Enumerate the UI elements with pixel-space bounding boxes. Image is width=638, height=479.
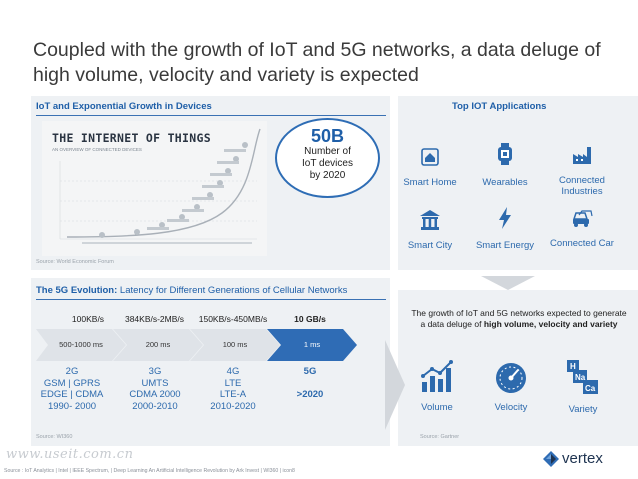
- gen-tech-2: CDMA 2000: [129, 389, 181, 400]
- chevron-shape: [36, 329, 126, 361]
- app-connected-industries: Connected Industries: [543, 144, 621, 197]
- evolution-panel: [31, 278, 390, 446]
- app-label: Connected Industries: [559, 175, 605, 197]
- app-label: Smart Energy: [475, 240, 535, 251]
- data-deluge-text: The growth of IoT and 5G networks expect…: [408, 308, 630, 330]
- evolution-heading: The 5G Evolution: Latency for Different …: [36, 285, 347, 296]
- chevron-shape: [113, 329, 203, 361]
- variety-symbol-h: H: [570, 362, 576, 371]
- iot-growth-source: Source: World Economic Forum: [36, 259, 114, 265]
- wearables-icon: [498, 143, 512, 165]
- iot-growth-rule: [36, 115, 386, 116]
- smart-energy-icon: [499, 207, 511, 229]
- latency-chevron-2g: 500-1000 ms: [36, 329, 126, 361]
- velocity-icon: [496, 363, 526, 393]
- gen-name: 4G: [226, 366, 240, 377]
- latency-chevron-4g: 100 ms: [190, 329, 280, 361]
- generation-4g: 4G LTE LTE-A 2010-2020: [188, 366, 278, 412]
- app-label: Connected Car: [550, 238, 614, 249]
- stat-line-1: Number of: [304, 146, 351, 157]
- gen-tech-1: GSM | GPRS: [43, 377, 101, 389]
- deluge-text-bold: high volume, velocity and variety: [483, 319, 618, 329]
- stat-line-3: by 2020: [309, 170, 346, 181]
- evolution-source: Source: WI360: [36, 434, 73, 440]
- vertex-logo-icon: [543, 451, 559, 467]
- stat-value: 50B: [310, 126, 345, 146]
- connected-industries-icon: [573, 147, 591, 164]
- app-smart-energy: Smart Energy: [466, 205, 544, 251]
- footer-sources: Source : IoT Analytics | Intel | IEEE Sp…: [4, 468, 295, 474]
- gen-name: 3G: [148, 366, 162, 377]
- gen-years: 2010-2020: [210, 400, 256, 412]
- generation-2g: 2G GSM | GPRS EDGE | CDMA 1990- 2000: [27, 366, 117, 412]
- connected-car-icon: [572, 210, 593, 227]
- latency-3g: 200 ms: [145, 340, 171, 349]
- app-wearables: Wearables: [466, 140, 544, 188]
- volume-icon: [421, 360, 453, 392]
- variety-item: H Na Ca Variety: [548, 360, 618, 415]
- gen-years: 1990- 2000: [47, 400, 97, 412]
- deluge-text-plain: The growth of IoT and 5G networks expect…: [411, 308, 627, 329]
- top-apps-heading: Top IOT Applications: [452, 101, 547, 112]
- smart-home-icon: [421, 148, 439, 166]
- variety-label: Variety: [568, 404, 598, 415]
- vertex-logo-text: vertex: [562, 450, 603, 467]
- evolution-heading-bold: The 5G Evolution:: [36, 285, 118, 296]
- chevron-shape: [267, 329, 357, 361]
- speed-3g: 384KB/s-2MB/s: [124, 314, 185, 324]
- gen-name: 2G: [65, 366, 79, 377]
- gen-tech-1: UMTS: [141, 377, 169, 389]
- gen-name: 5G: [303, 366, 317, 377]
- variety-symbol-ca: Ca: [585, 384, 596, 393]
- smart-city-icon: [420, 210, 440, 230]
- speed-2g: 100KB/s: [71, 314, 105, 324]
- app-smart-city: Smart City: [391, 209, 469, 251]
- top-apps-panel: [398, 96, 638, 270]
- iot-growth-chart: THE INTERNET OF THINGS AN OVERVIEW OF CO…: [42, 121, 267, 256]
- gen-tech-2: LTE-A: [219, 389, 247, 400]
- velocity-item: Velocity: [476, 360, 546, 413]
- app-smart-home: Smart Home: [391, 146, 469, 188]
- velocity-label: Velocity: [494, 402, 528, 413]
- volume-item: Volume: [402, 360, 472, 413]
- variety-symbol-na: Na: [575, 373, 586, 382]
- right-arrow-graphic: [385, 340, 405, 430]
- chevron-shape: [190, 329, 280, 361]
- gen-tech-1: >2020: [296, 389, 324, 400]
- variety-icon: H Na Ca: [567, 360, 598, 394]
- gen-tech-2: EDGE | CDMA: [40, 389, 104, 400]
- generation-5g: 5G >2020: [265, 366, 355, 401]
- chart-subtitle: AN OVERVIEW OF CONNECTED DEVICES: [52, 147, 142, 152]
- latency-chevron-5g: 1 ms: [267, 329, 357, 361]
- gen-years: 2000-2010: [132, 400, 178, 412]
- speed-5g: 10 GB/s: [294, 314, 326, 324]
- app-label: Smart City: [407, 240, 453, 251]
- latency-chevron-3g: 200 ms: [113, 329, 203, 361]
- stat-line-2: IoT devices: [302, 158, 353, 169]
- latency-4g: 100 ms: [222, 340, 248, 349]
- down-arrow-graphic: [481, 276, 535, 290]
- vertex-logo: vertex: [543, 449, 633, 469]
- gen-tech-1: LTE: [224, 377, 242, 389]
- latency-5g: 1 ms: [303, 340, 321, 349]
- speed-4g: 150KB/s-450MB/s: [198, 314, 268, 324]
- evolution-rule: [36, 299, 386, 300]
- evolution-heading-rest: Latency for Different Generations of Cel…: [117, 285, 348, 296]
- chart-title: THE INTERNET OF THINGS: [52, 131, 211, 145]
- generation-3g: 3G UMTS CDMA 2000 2000-2010: [110, 366, 200, 412]
- volume-label: Volume: [421, 402, 453, 413]
- page-title: Coupled with the growth of IoT and 5G ne…: [33, 39, 601, 86]
- growth-curve-graphic: [59, 128, 261, 244]
- app-label: Smart Home: [403, 177, 457, 188]
- latency-2g: 500-1000 ms: [59, 340, 103, 349]
- watermark: www.useit.com.cn: [6, 447, 134, 462]
- app-connected-car: Connected Car: [543, 207, 621, 249]
- iot-devices-stat: 50B Number of IoT devices by 2020: [275, 118, 380, 198]
- app-label: Wearables: [482, 177, 528, 188]
- data-deluge-source: Source: Gartner: [420, 434, 460, 440]
- iot-growth-heading: IoT and Exponential Growth in Devices: [36, 101, 212, 112]
